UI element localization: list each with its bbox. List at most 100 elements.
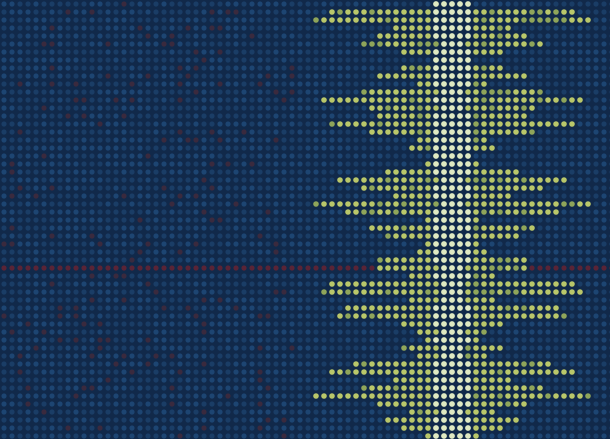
led-off <box>169 193 175 199</box>
led-off <box>129 289 135 295</box>
led-lit <box>481 121 487 127</box>
led-off <box>361 249 367 255</box>
led-bright <box>449 33 455 39</box>
led-off <box>393 425 399 431</box>
led-off <box>121 209 127 215</box>
led-red <box>273 265 279 271</box>
led-off <box>65 33 71 39</box>
led-off <box>313 73 319 79</box>
led-lit <box>401 289 407 295</box>
led-off <box>137 273 143 279</box>
led-off <box>49 161 55 167</box>
led-off <box>65 353 71 359</box>
led-lit <box>473 409 479 415</box>
led-off <box>41 353 47 359</box>
led-off <box>217 129 223 135</box>
led-off <box>297 233 303 239</box>
led-lit <box>489 417 495 423</box>
led-off <box>153 217 159 223</box>
led-off <box>201 1 207 7</box>
led-off <box>561 321 567 327</box>
led-lit <box>353 177 359 183</box>
led-off <box>1 417 7 423</box>
led-off <box>593 337 599 343</box>
led-off <box>577 385 583 391</box>
led-lit <box>489 281 495 287</box>
led-off <box>513 57 519 63</box>
led-lit <box>385 177 391 183</box>
led-off <box>17 169 23 175</box>
led-off <box>489 137 495 143</box>
led-lit <box>545 289 551 295</box>
led-lit <box>377 129 383 135</box>
led-lit <box>561 121 567 127</box>
led-bright <box>457 249 463 255</box>
led-lit <box>417 65 423 71</box>
led-bright <box>457 41 463 47</box>
led-lit <box>377 209 383 215</box>
led-lit <box>409 121 415 127</box>
led-off <box>313 345 319 351</box>
led-off <box>89 9 95 15</box>
led-off <box>81 345 87 351</box>
led-off <box>545 401 551 407</box>
led-off <box>585 377 591 383</box>
led-off <box>201 209 207 215</box>
led-off <box>345 217 351 223</box>
led-off <box>209 289 215 295</box>
led-off <box>329 361 335 367</box>
led-off <box>9 49 15 55</box>
led-off <box>9 225 15 231</box>
led-off <box>225 337 231 343</box>
led-off <box>257 169 263 175</box>
led-off <box>545 193 551 199</box>
led-off <box>9 241 15 247</box>
led-off <box>33 17 39 23</box>
led-bright <box>457 385 463 391</box>
led-off <box>497 153 503 159</box>
led-off <box>249 433 255 439</box>
led-off <box>393 249 399 255</box>
led-lit <box>385 361 391 367</box>
led-off <box>233 353 239 359</box>
led-lit <box>417 137 423 143</box>
led-lit <box>513 185 519 191</box>
led-off <box>353 153 359 159</box>
led-off <box>145 369 151 375</box>
led-off <box>337 321 343 327</box>
led-off <box>153 385 159 391</box>
led-off <box>105 57 111 63</box>
led-off <box>585 289 591 295</box>
led-off <box>385 81 391 87</box>
led-off <box>193 305 199 311</box>
led-lit <box>585 17 591 23</box>
led-off <box>249 417 255 423</box>
led-off <box>57 81 63 87</box>
led-off <box>161 417 167 423</box>
led-off <box>313 225 319 231</box>
led-bright <box>441 137 447 143</box>
led-off <box>97 9 103 15</box>
led-off <box>425 1 431 7</box>
led-lit <box>337 313 343 319</box>
led-off <box>201 129 207 135</box>
led-off <box>193 417 199 423</box>
led-off <box>57 25 63 31</box>
led-off <box>145 81 151 87</box>
led-lit <box>473 89 479 95</box>
led-off <box>601 233 607 239</box>
led-off <box>33 409 39 415</box>
led-off <box>65 409 71 415</box>
led-lit <box>521 177 527 183</box>
led-off <box>521 241 527 247</box>
led-bright <box>449 361 455 367</box>
led-off <box>425 153 431 159</box>
led-off <box>97 81 103 87</box>
led-bright <box>457 345 463 351</box>
led-off <box>257 9 263 15</box>
led-off <box>73 185 79 191</box>
led-off <box>113 201 119 207</box>
led-bright <box>441 177 447 183</box>
led-off <box>593 137 599 143</box>
led-lit <box>401 49 407 55</box>
